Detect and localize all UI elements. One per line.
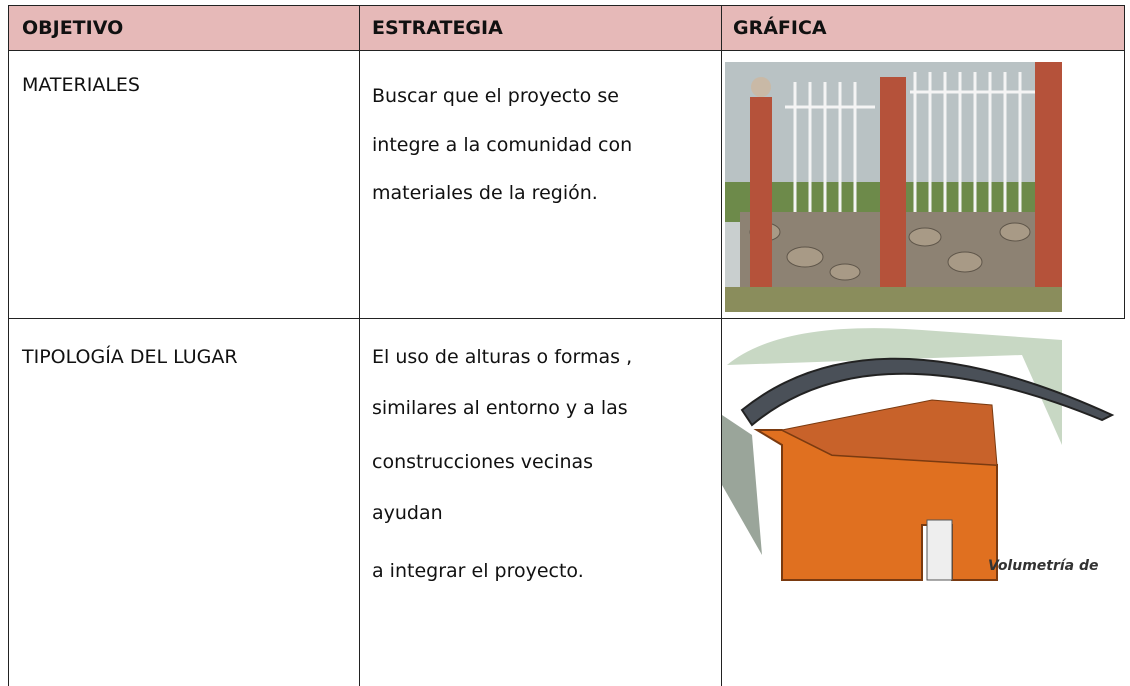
graphic-caption: Volumetría de xyxy=(988,558,1099,574)
fence-photo xyxy=(725,62,1062,312)
border xyxy=(8,5,1125,6)
border xyxy=(721,5,722,686)
strategy-line: El uso de alturas o formas , xyxy=(372,346,633,368)
objective: MATERIALES xyxy=(22,74,140,96)
objective: TIPOLOGÍA DEL LUGAR xyxy=(22,346,238,368)
strategy-line: integre a la comunidad con xyxy=(372,134,633,156)
strategy-line: ayudan xyxy=(372,502,443,524)
border xyxy=(359,5,360,686)
border xyxy=(1124,5,1125,318)
header-cell: OBJETIVO xyxy=(22,17,124,39)
strategy-line: materiales de la región. xyxy=(372,182,598,204)
strategy-line: construcciones vecinas xyxy=(372,451,594,473)
strategy-line: Buscar que el proyecto se xyxy=(372,85,619,107)
header-bg xyxy=(8,5,1125,50)
strategy-line: similares al entorno y a las xyxy=(372,397,628,419)
border xyxy=(8,50,1125,51)
strategy-line: a integrar el proyecto. xyxy=(372,560,584,582)
header-cell: GRÁFICA xyxy=(733,17,827,39)
header-cell: ESTRATEGIA xyxy=(372,17,503,39)
volumetry-drawing: Volumetría de xyxy=(722,328,1115,581)
border xyxy=(8,318,1125,319)
border xyxy=(8,5,9,686)
